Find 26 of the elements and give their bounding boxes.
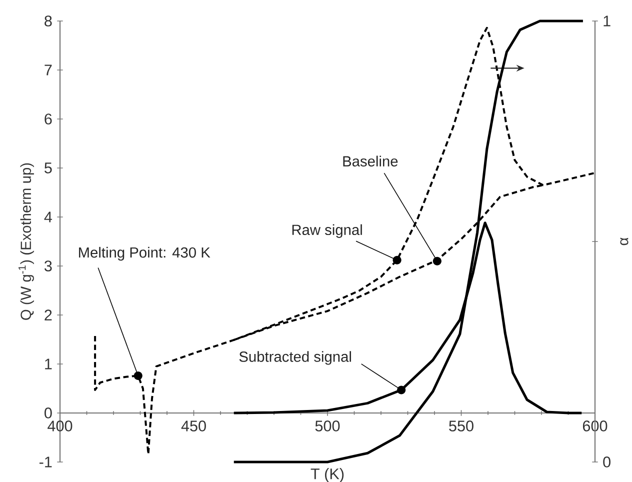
annotation: Subtracted signal — [239, 351, 351, 365]
x-tick-label: 450 — [181, 420, 206, 432]
point — [134, 371, 142, 380]
point — [397, 386, 406, 394]
x-axis-title: T (K) — [310, 468, 344, 482]
y2-tick-label: 1 — [604, 16, 610, 26]
y-tick-label: -1 — [40, 456, 52, 468]
y2-tick-label: 0 — [603, 456, 610, 468]
x-tick-label: 550 — [449, 420, 474, 432]
annotation: Baseline — [343, 156, 398, 166]
y-tick-label: 0 — [44, 408, 52, 418]
y-tick-label: 4 — [44, 212, 52, 222]
y-tick-label: 7 — [44, 64, 52, 76]
y-tick-label: 8 — [44, 16, 52, 26]
point — [392, 256, 402, 264]
y-tick-label: 1 — [45, 358, 52, 370]
y-axis-title: Q (W g$^{-1}$) (Exotherm up) — [18, 163, 34, 320]
y2-axis-title: α — [620, 238, 628, 246]
annotation: Raw signal — [292, 224, 362, 238]
y-tick-label: 3 — [44, 260, 52, 272]
y-tick-label: 6 — [44, 114, 52, 124]
y-tick-label: 5 — [44, 162, 52, 174]
annotation: Melting Point: 430 K — [79, 246, 210, 261]
point — [432, 256, 442, 266]
y-tick-label: 2 — [44, 310, 52, 320]
x-tick-label: 500 — [315, 420, 340, 432]
